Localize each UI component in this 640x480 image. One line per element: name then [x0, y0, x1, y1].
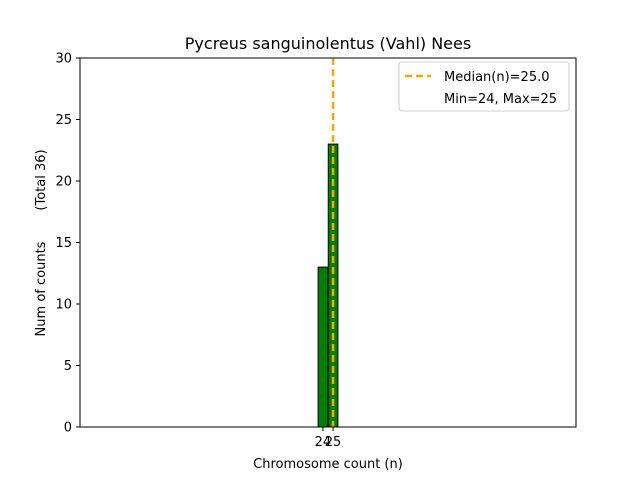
y-tick-label-25: 25 [55, 113, 72, 128]
legend: Median(n)=25.0 Min=24, Max=25 [398, 61, 570, 112]
plot-frame [79, 57, 577, 428]
legend-box [398, 61, 570, 112]
y-tick-label-15: 15 [55, 236, 72, 251]
y-tick-label-10: 10 [55, 298, 72, 313]
y-axis-total-label: (Total 36) [34, 149, 49, 210]
x-axis-label: Chromosome count (n) [253, 457, 403, 472]
legend-minmax-label: Min=24, Max=25 [444, 92, 557, 107]
chart-title: Pycreus sanguinolentus (Vahl) Nees [185, 34, 471, 53]
x-tick-label-24: 24 [315, 435, 332, 450]
bar-24 [317, 266, 329, 428]
legend-median-label: Median(n)=25.0 [444, 70, 550, 85]
bar-25 [327, 143, 339, 428]
y-axis-ticks: 0 5 10 15 20 25 30 [55, 52, 80, 436]
y-tick-label-20: 20 [55, 175, 72, 190]
y-tick-label-30: 30 [55, 52, 72, 67]
y-tick-label-0: 0 [64, 421, 72, 436]
x-tick-label-25: 25 [325, 435, 342, 450]
y-tick-label-5: 5 [64, 359, 72, 374]
y-axis-label: Num of counts [34, 241, 49, 336]
